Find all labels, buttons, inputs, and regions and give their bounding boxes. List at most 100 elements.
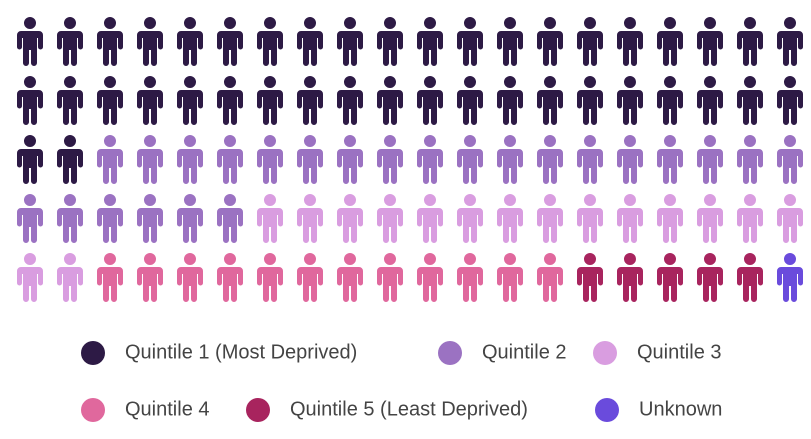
legend-swatch bbox=[593, 341, 617, 365]
person-icon bbox=[217, 253, 243, 302]
person-icon bbox=[297, 17, 323, 66]
person-icon bbox=[257, 135, 283, 184]
legend-swatch bbox=[81, 341, 105, 365]
legend-label: Quintile 1 (Most Deprived) bbox=[125, 341, 357, 363]
person-icon bbox=[217, 76, 243, 125]
person-icon bbox=[577, 194, 603, 243]
person-icon bbox=[657, 17, 683, 66]
person-icon bbox=[697, 17, 723, 66]
person-icon bbox=[737, 76, 763, 125]
person-icon bbox=[257, 76, 283, 125]
person-icon bbox=[577, 253, 603, 302]
person-icon bbox=[297, 194, 323, 243]
person-icon bbox=[57, 253, 83, 302]
person-icon bbox=[257, 194, 283, 243]
person-icon bbox=[177, 76, 203, 125]
person-icon bbox=[57, 17, 83, 66]
person-icon bbox=[297, 76, 323, 125]
person-icon bbox=[777, 17, 803, 66]
person-icon bbox=[537, 253, 563, 302]
person-icon bbox=[617, 135, 643, 184]
person-icon bbox=[137, 253, 163, 302]
person-icon bbox=[217, 194, 243, 243]
person-icon bbox=[737, 135, 763, 184]
person-icon bbox=[617, 194, 643, 243]
person-icon bbox=[777, 76, 803, 125]
person-icon bbox=[457, 135, 483, 184]
person-icon bbox=[337, 135, 363, 184]
person-icon bbox=[737, 17, 763, 66]
person-icon bbox=[17, 253, 43, 302]
legend-label: Quintile 3 bbox=[637, 341, 722, 363]
person-icon bbox=[17, 17, 43, 66]
person-icon bbox=[57, 76, 83, 125]
person-icon bbox=[377, 17, 403, 66]
person-icon bbox=[337, 76, 363, 125]
person-icon bbox=[657, 253, 683, 302]
person-icon bbox=[177, 253, 203, 302]
legend-swatch bbox=[438, 341, 462, 365]
person-icon bbox=[297, 253, 323, 302]
person-icon bbox=[137, 135, 163, 184]
person-icon bbox=[777, 194, 803, 243]
person-icon bbox=[57, 194, 83, 243]
person-icon bbox=[777, 253, 803, 302]
person-icon bbox=[537, 76, 563, 125]
person-icon bbox=[577, 76, 603, 125]
legend-swatch bbox=[81, 398, 105, 422]
person-icon bbox=[657, 194, 683, 243]
person-icon bbox=[257, 253, 283, 302]
person-icon bbox=[57, 135, 83, 184]
person-icon bbox=[97, 253, 123, 302]
person-icon bbox=[617, 17, 643, 66]
legend-label: Quintile 5 (Least Deprived) bbox=[290, 398, 528, 420]
person-icon bbox=[457, 253, 483, 302]
person-icon bbox=[177, 135, 203, 184]
person-icon bbox=[417, 76, 443, 125]
person-icon bbox=[617, 76, 643, 125]
person-icon bbox=[617, 253, 643, 302]
legend-swatch bbox=[246, 398, 270, 422]
person-icon bbox=[497, 194, 523, 243]
person-icon bbox=[137, 17, 163, 66]
legend-swatch bbox=[595, 398, 619, 422]
person-icon bbox=[217, 17, 243, 66]
person-icon bbox=[97, 17, 123, 66]
person-icon bbox=[457, 194, 483, 243]
person-icon bbox=[737, 253, 763, 302]
person-icon bbox=[537, 194, 563, 243]
legend-label: Unknown bbox=[639, 398, 722, 420]
person-icon bbox=[17, 194, 43, 243]
legend-label: Quintile 4 bbox=[125, 398, 210, 420]
person-icon bbox=[177, 17, 203, 66]
person-icon bbox=[457, 17, 483, 66]
person-icon bbox=[97, 76, 123, 125]
person-icon bbox=[537, 17, 563, 66]
person-icon bbox=[377, 194, 403, 243]
person-icon bbox=[337, 194, 363, 243]
person-icon bbox=[377, 253, 403, 302]
person-icon bbox=[657, 76, 683, 125]
person-icon bbox=[137, 194, 163, 243]
person-icon bbox=[497, 253, 523, 302]
person-icon bbox=[577, 135, 603, 184]
person-icon bbox=[257, 17, 283, 66]
person-icon bbox=[417, 135, 443, 184]
person-icon bbox=[697, 253, 723, 302]
person-icon bbox=[377, 135, 403, 184]
person-icon bbox=[697, 194, 723, 243]
person-icon bbox=[337, 253, 363, 302]
person-icon bbox=[417, 194, 443, 243]
person-icon bbox=[737, 194, 763, 243]
person-icon bbox=[177, 194, 203, 243]
person-icon bbox=[417, 17, 443, 66]
person-icon bbox=[97, 194, 123, 243]
person-icon bbox=[657, 135, 683, 184]
person-icon bbox=[777, 135, 803, 184]
person-icon bbox=[457, 76, 483, 125]
person-icon bbox=[17, 135, 43, 184]
person-icon bbox=[537, 135, 563, 184]
person-icon bbox=[497, 17, 523, 66]
person-icon bbox=[337, 17, 363, 66]
